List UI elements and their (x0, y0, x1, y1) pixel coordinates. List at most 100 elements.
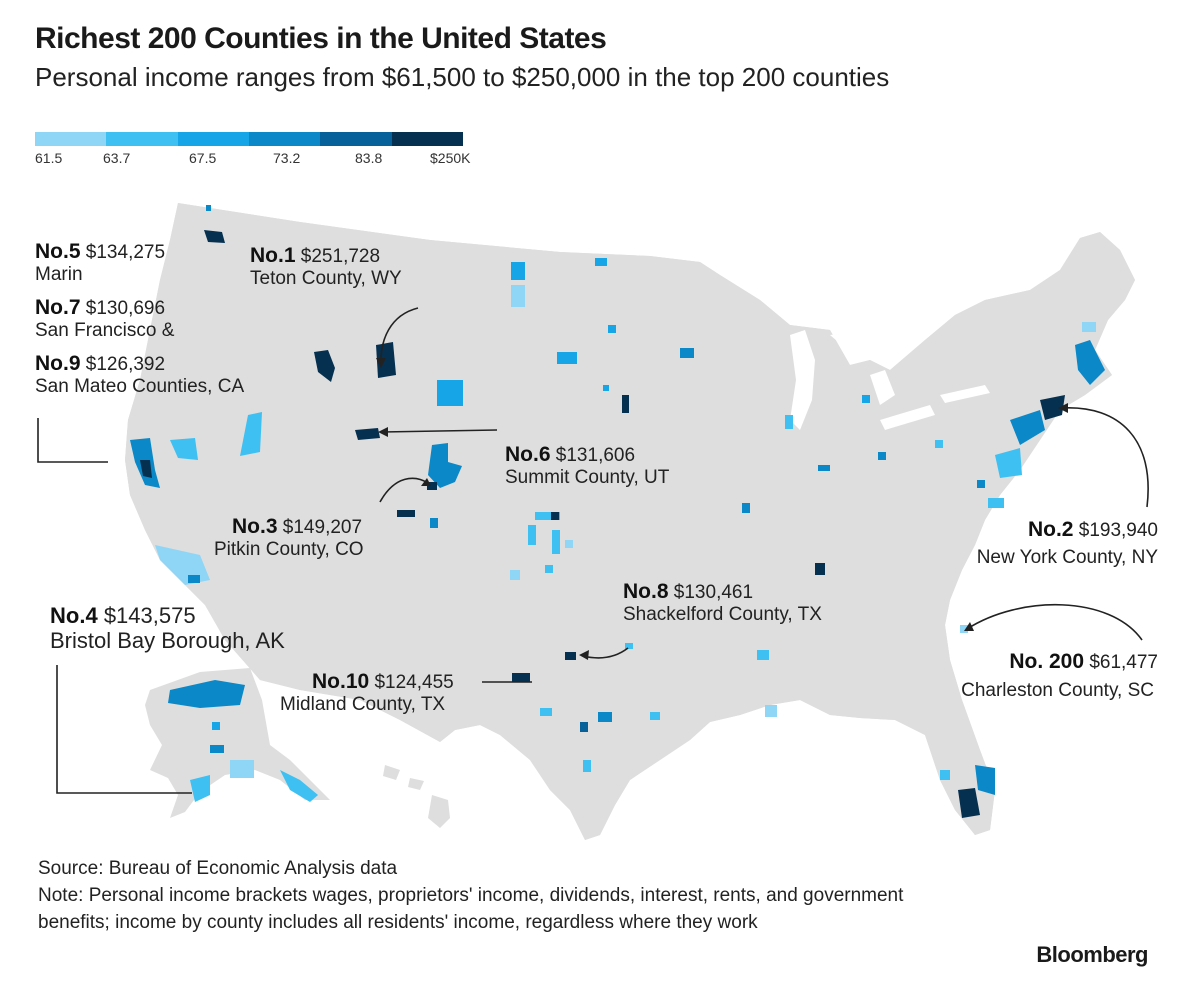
county-bristol-bay-ak (168, 680, 245, 708)
county-region (977, 480, 985, 488)
county-region (206, 205, 211, 211)
county-region (757, 650, 769, 660)
arrow-head (579, 650, 589, 660)
annotation-new-york-name: New York County, NY (940, 547, 1158, 569)
county-region (428, 443, 462, 488)
county-region (598, 712, 612, 722)
county-new-york-ny (1040, 395, 1065, 420)
income-value: $131,606 (555, 445, 636, 466)
chart-title: Richest 200 Counties in the United State… (35, 22, 607, 55)
county-region (188, 575, 200, 583)
county-name: Midland County, TX (280, 694, 446, 716)
rank-label: No.9 (35, 352, 81, 375)
rank-label: No.7 (35, 296, 81, 319)
legend-label: 63.7 (103, 150, 131, 166)
bloomberg-logo: Bloomberg (1036, 942, 1148, 967)
income-value: $130,696 (85, 298, 166, 319)
legend-swatch-6 (391, 132, 463, 146)
rank-label: No.5 (35, 240, 81, 263)
county-region (975, 765, 995, 795)
county-marin-sf (140, 460, 152, 478)
county-region (511, 285, 525, 307)
legend-label: $250K (430, 150, 471, 166)
county-name: Summit County, UT (505, 467, 670, 489)
rank-label: No.6 (505, 443, 551, 466)
income-value: $130,461 (673, 582, 754, 603)
legend-swatch-2 (106, 132, 178, 146)
county-region (995, 448, 1022, 478)
county-shackelford-tx (565, 652, 576, 660)
county-name: New York County, NY (976, 547, 1158, 568)
footnote: Source: Bureau of Economic Analysis data… (38, 855, 938, 936)
highlighted-counties (130, 205, 1105, 818)
source-text: Source: Bureau of Economic Analysis data (38, 858, 398, 879)
county-region (878, 452, 886, 460)
county-region (535, 512, 560, 520)
county-region (650, 712, 660, 720)
income-value: $61,477 (1089, 652, 1158, 673)
annotation-san-francisco: No.7 $130,696 San Francisco & (35, 296, 174, 342)
county-region (230, 760, 254, 778)
pitkin-arrow (379, 477, 429, 503)
county-region (437, 380, 463, 406)
income-value: $134,275 (85, 242, 166, 263)
county-region (314, 350, 335, 382)
color-legend: 61.5 63.7 67.5 73.2 83.8 $250K (35, 132, 505, 170)
income-value: $251,728 (300, 246, 381, 267)
county-summit-ut (355, 428, 380, 440)
county-region (510, 570, 520, 580)
county-region (528, 525, 536, 545)
income-value: $126,392 (85, 354, 166, 375)
annotation-charleston-name: Charleston County, SC (918, 680, 1154, 702)
county-name: San Francisco & (35, 320, 175, 342)
county-region (170, 438, 198, 460)
rank-label: No.1 (250, 244, 296, 267)
county-region (765, 705, 777, 717)
county-region (1010, 410, 1045, 445)
county-region (595, 258, 607, 266)
rank-label: No.10 (312, 670, 370, 693)
new-york-arrow (1061, 407, 1149, 508)
callout-lines (37, 307, 1149, 794)
legend-swatch-4 (248, 132, 321, 146)
note-text: Note: Personal income brackets wages, pr… (38, 885, 904, 933)
annotation-midland: No.10 $124,455 Midland County, TX (280, 670, 454, 716)
county-name: Marin (35, 264, 83, 286)
county-region (545, 565, 553, 573)
county-name: Shackelford County, TX (623, 604, 822, 626)
county-region (204, 230, 225, 243)
legend-color-bar (35, 132, 463, 146)
arrow-head (421, 478, 431, 486)
income-value: $143,575 (103, 603, 196, 628)
county-region (815, 563, 825, 575)
county-region (625, 643, 633, 649)
income-value: $193,940 (1078, 520, 1158, 541)
county-name: Charleston County, SC (961, 680, 1154, 701)
county-region (818, 465, 830, 471)
county-region (958, 788, 980, 818)
charleston-arrow (966, 603, 1143, 641)
county-region (603, 385, 609, 391)
county-region (622, 395, 629, 413)
county-region (608, 325, 616, 333)
income-value: $124,455 (374, 672, 454, 693)
county-region (190, 775, 210, 802)
rank-label: No. 200 (1009, 650, 1085, 673)
county-region (862, 395, 870, 403)
county-region (1082, 322, 1096, 332)
annotation-summit: No.6 $131,606 Summit County, UT (505, 443, 669, 489)
legend-label: 61.5 (35, 150, 63, 166)
rank-label: No.2 (1027, 518, 1074, 541)
county-region (511, 262, 525, 280)
county-region (583, 760, 591, 772)
county-name: Teton County, WY (250, 268, 402, 290)
county-name: San Mateo Counties, CA (35, 376, 245, 398)
county-region (557, 352, 577, 364)
county-region (935, 440, 943, 448)
arrow-head (378, 427, 388, 437)
annotation-new-york: No.2 $193,940 (990, 518, 1158, 542)
county-region (210, 745, 224, 753)
county-region (240, 412, 262, 456)
legend-swatch-3 (177, 132, 249, 146)
chart-subtitle: Personal income ranges from $61,500 to $… (35, 62, 890, 92)
